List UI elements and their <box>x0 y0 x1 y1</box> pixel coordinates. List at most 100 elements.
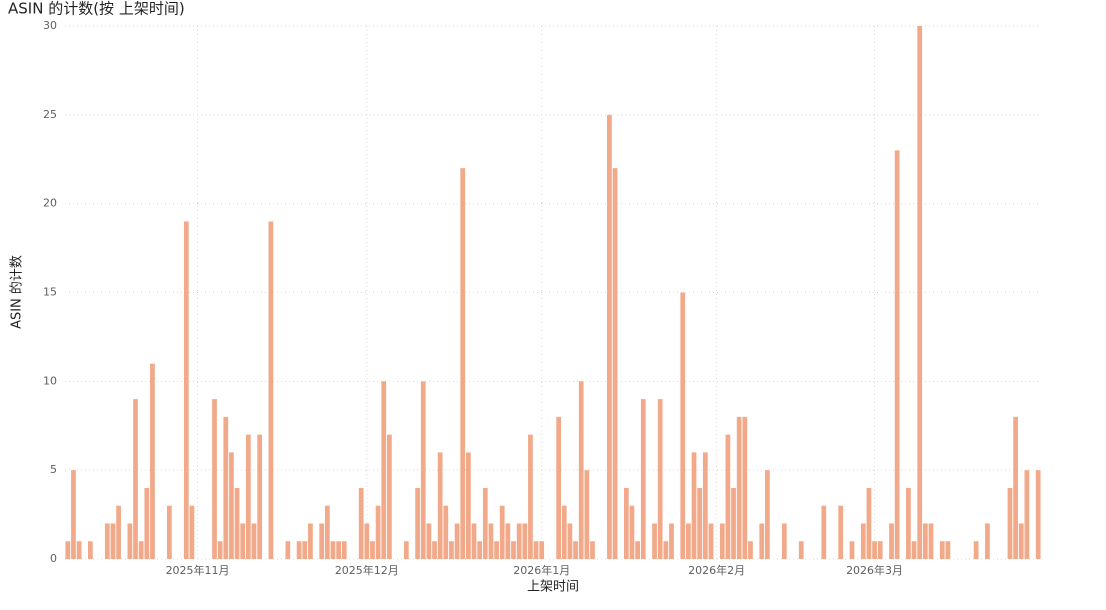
bar <box>460 168 466 559</box>
bar <box>65 541 71 559</box>
bar <box>251 523 257 559</box>
bar <box>150 363 155 559</box>
y-tick-label: 5 <box>50 463 57 476</box>
bar <box>138 541 144 559</box>
bar <box>415 487 420 559</box>
bar <box>697 487 703 559</box>
bar <box>364 523 370 559</box>
bar <box>234 487 240 559</box>
bar <box>341 541 347 559</box>
bar <box>906 487 911 559</box>
bar <box>973 541 979 559</box>
bar <box>798 541 804 559</box>
bar <box>285 541 291 559</box>
bar <box>387 434 392 559</box>
bar <box>838 505 844 559</box>
bar <box>894 150 900 559</box>
x-tick-label: 2025年12月 <box>335 563 399 577</box>
bar <box>144 487 150 559</box>
bar <box>505 523 511 559</box>
bar <box>336 541 341 559</box>
x-tick-label: 2026年3月 <box>846 563 903 577</box>
bar <box>922 523 928 559</box>
bar <box>623 487 629 559</box>
bar <box>370 541 375 559</box>
bar <box>573 541 578 559</box>
y-tick-label: 0 <box>50 552 57 565</box>
bar <box>494 541 499 559</box>
bar <box>567 523 573 559</box>
y-tick-label: 25 <box>43 108 57 121</box>
bar <box>319 523 325 559</box>
bar <box>482 487 488 559</box>
bar <box>454 523 460 559</box>
bar <box>516 523 522 559</box>
bar <box>533 541 539 559</box>
bar <box>877 541 883 559</box>
bar <box>612 168 618 559</box>
bar <box>477 541 483 559</box>
bar <box>324 505 330 559</box>
bar <box>945 541 951 559</box>
bar <box>725 434 731 559</box>
bar <box>471 523 477 559</box>
bar <box>663 541 669 559</box>
bar <box>183 221 189 559</box>
bar <box>375 505 381 559</box>
bar <box>719 523 725 559</box>
bar <box>1018 523 1024 559</box>
bar <box>308 523 313 559</box>
bar <box>866 487 872 559</box>
bar <box>189 505 195 559</box>
y-tick-label: 20 <box>43 197 57 210</box>
bar <box>939 541 945 559</box>
x-tick-label: 2026年2月 <box>688 563 745 577</box>
x-tick-label: 2026年1月 <box>513 563 570 577</box>
bar <box>860 523 866 559</box>
bar <box>167 505 172 559</box>
bar <box>488 523 494 559</box>
bar <box>539 541 545 559</box>
bar <box>296 541 302 559</box>
bar <box>511 541 516 559</box>
bar <box>657 399 663 559</box>
bar <box>708 523 714 559</box>
bar <box>607 114 612 559</box>
bar <box>736 416 742 559</box>
bar <box>911 541 917 559</box>
y-tick-label: 30 <box>43 19 57 32</box>
bar <box>420 381 426 559</box>
bar <box>917 26 923 559</box>
bar <box>629 505 635 559</box>
bar <box>635 541 640 559</box>
bar <box>742 416 748 559</box>
bar <box>223 416 229 559</box>
bar <box>257 434 263 559</box>
bar <box>849 541 855 559</box>
bar <box>731 487 736 559</box>
bar <box>702 452 708 559</box>
bar <box>302 541 308 559</box>
bar <box>245 434 251 559</box>
y-tick-label: 10 <box>43 374 57 387</box>
bar <box>578 381 584 559</box>
bar <box>88 541 93 559</box>
bar <box>985 523 990 559</box>
bar <box>1007 487 1013 559</box>
bar <box>133 399 138 559</box>
bar <box>584 470 590 559</box>
bar <box>443 505 449 559</box>
bar <box>781 523 787 559</box>
bar <box>680 292 686 559</box>
bar <box>872 541 877 559</box>
bar <box>110 523 116 559</box>
bar <box>499 505 505 559</box>
bar <box>759 523 765 559</box>
bar <box>691 452 697 559</box>
x-tick-label: 2025年11月 <box>166 563 230 577</box>
bar <box>358 487 364 559</box>
bar <box>212 399 217 559</box>
bar <box>1024 470 1030 559</box>
bar <box>556 416 562 559</box>
